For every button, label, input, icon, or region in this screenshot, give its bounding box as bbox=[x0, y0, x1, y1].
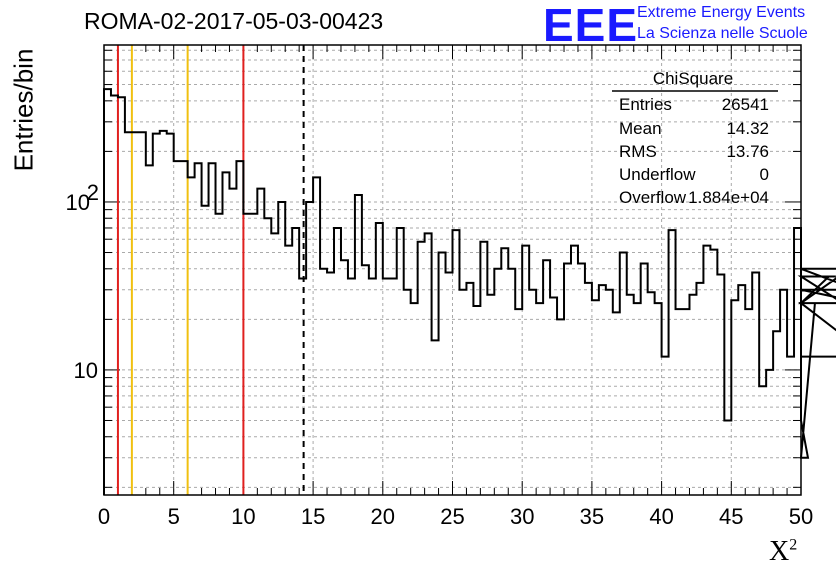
x-axis-label-sup: 2 bbox=[789, 536, 798, 554]
plot-frame bbox=[103, 44, 802, 496]
x-tick-label: 35 bbox=[580, 504, 604, 529]
x-tick-label: 15 bbox=[301, 504, 325, 529]
stats-value-overflow: 1.884e+04 bbox=[688, 188, 769, 207]
x-tick-label: 0 bbox=[98, 504, 110, 529]
axis-ticks bbox=[103, 45, 802, 495]
x-tick-label: 10 bbox=[231, 504, 255, 529]
x-tick-label: 30 bbox=[510, 504, 534, 529]
stats-label-overflow: Overflow bbox=[619, 188, 687, 207]
x-tick-label: 45 bbox=[719, 504, 743, 529]
logo-line-1: Extreme Energy Events bbox=[637, 4, 806, 21]
x-axis-label-base: X bbox=[769, 536, 790, 567]
stats-label-rms: RMS bbox=[619, 142, 657, 161]
y-tick-label-sup: 2 bbox=[87, 180, 99, 205]
stats-value-mean: 14.32 bbox=[726, 119, 769, 138]
stats-label-entries: Entries bbox=[619, 95, 672, 114]
y-tick-label: 10 bbox=[66, 190, 90, 215]
stats-title: ChiSquare bbox=[653, 69, 733, 88]
histogram-series bbox=[103, 88, 836, 495]
eee-logo: EEE bbox=[543, 0, 639, 51]
stats-value-entries: 26541 bbox=[722, 95, 769, 114]
chart-title: ROMA-02-2017-05-03-00423 bbox=[84, 8, 384, 34]
x-axis-label: X2 bbox=[769, 536, 797, 568]
stats-value-rms: 13.76 bbox=[726, 142, 769, 161]
stats-label-mean: Mean bbox=[619, 119, 662, 138]
reference-lines bbox=[116, 45, 305, 495]
stats-label-underflow: Underflow bbox=[619, 165, 696, 184]
stats-box: ChiSquare Entries 26541 Mean 14.32 RMS 1… bbox=[612, 69, 778, 207]
logo-line-2: La Scienza nelle Scuole bbox=[637, 25, 808, 42]
x-tick-labels: 0 5 10 15 20 25 30 35 40 45 50 bbox=[98, 504, 813, 529]
x-tick-label: 5 bbox=[168, 504, 180, 529]
x-tick-label: 40 bbox=[649, 504, 673, 529]
x-tick-label: 50 bbox=[789, 504, 813, 529]
y-axis-label: Entries/bin bbox=[8, 48, 39, 172]
stats-value-underflow: 0 bbox=[760, 165, 769, 184]
y-tick-label: 10 bbox=[74, 358, 98, 383]
x-tick-label: 25 bbox=[440, 504, 464, 529]
x-tick-label: 20 bbox=[371, 504, 395, 529]
